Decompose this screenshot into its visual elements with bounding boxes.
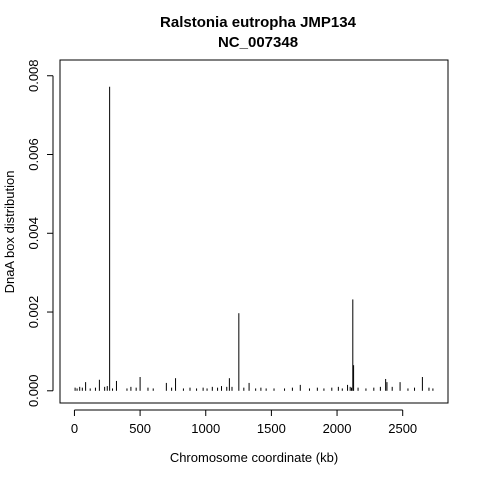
x-tick-label: 1500 <box>257 421 286 436</box>
chart-subtitle: NC_007348 <box>218 34 298 51</box>
y-tick-label: 0.006 <box>26 138 41 171</box>
y-tick-label: 0.000 <box>26 375 41 408</box>
x-tick-label: 1000 <box>191 421 220 436</box>
x-tick-label: 2000 <box>323 421 352 436</box>
x-tick-label: 2500 <box>388 421 417 436</box>
x-tick-label: 500 <box>129 421 151 436</box>
x-tick-label: 0 <box>71 421 78 436</box>
y-axis-label: DnaA box distribution <box>2 171 17 294</box>
chart-title: Ralstonia eutropha JMP134 <box>160 14 357 31</box>
plot-frame <box>59 59 449 404</box>
y-tick-label: 0.002 <box>26 296 41 329</box>
y-tick-label: 0.004 <box>26 217 41 250</box>
x-axis-label: Chromosome coordinate (kb) <box>170 450 338 465</box>
y-tick-label: 0.008 <box>26 59 41 92</box>
